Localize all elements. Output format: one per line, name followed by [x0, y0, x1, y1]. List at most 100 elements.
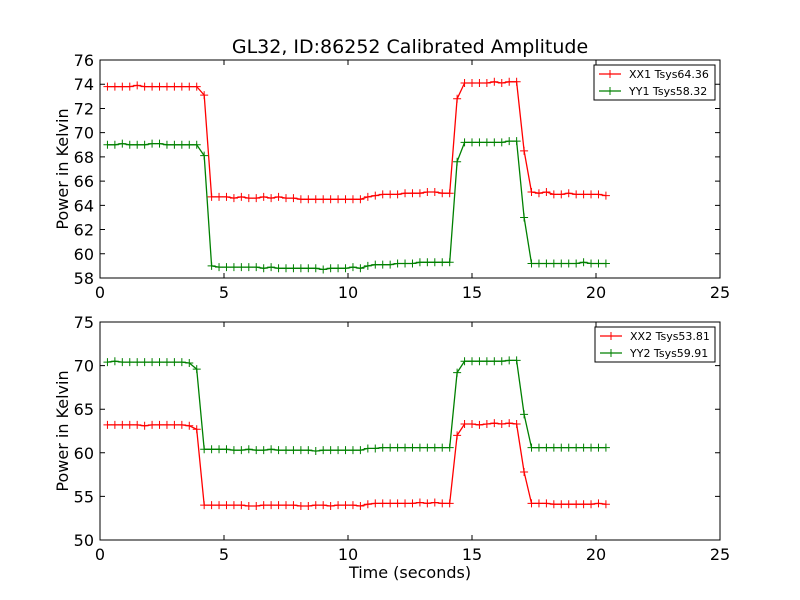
- data-point: [215, 501, 224, 510]
- x-tick-label: 5: [219, 283, 229, 302]
- data-point: [215, 192, 224, 201]
- data-point: [497, 357, 506, 366]
- data-point: [423, 258, 432, 267]
- data-point: [572, 259, 581, 268]
- data-point: [579, 258, 588, 267]
- data-point: [438, 258, 447, 267]
- series-2: [103, 356, 610, 456]
- legend-marker: [607, 332, 615, 340]
- data-point: [482, 420, 491, 429]
- data-point: [594, 499, 603, 508]
- data-point: [125, 140, 134, 149]
- data-point: [282, 264, 290, 273]
- series-1: [103, 77, 610, 204]
- data-point: [118, 420, 127, 429]
- data-point: [326, 195, 335, 204]
- data-point: [482, 79, 491, 88]
- data-point: [296, 264, 305, 273]
- data-point: [587, 443, 596, 452]
- data-point: [594, 190, 603, 199]
- data-point: [170, 420, 179, 429]
- legend-label: YY1 Tsys58.32: [628, 85, 707, 98]
- data-point: [207, 261, 216, 270]
- data-point: [259, 501, 268, 510]
- data-point: [497, 138, 506, 147]
- data-point: [170, 358, 179, 367]
- legend-marker: [606, 70, 614, 78]
- data-point: [557, 190, 566, 199]
- data-point: [549, 190, 558, 199]
- data-point: [155, 139, 164, 148]
- data-point: [215, 445, 224, 454]
- data-point: [289, 264, 298, 273]
- x-tick-label: 0: [95, 545, 105, 564]
- data-point: [505, 419, 514, 428]
- y-tick-label: 65: [74, 400, 94, 419]
- data-point: [207, 192, 216, 201]
- data-point: [110, 140, 119, 149]
- y-tick-label: 72: [74, 99, 94, 118]
- data-point: [274, 192, 283, 201]
- y-tick-label: 62: [74, 221, 94, 240]
- legend-label: XX1 Tsys64.36: [629, 68, 709, 81]
- data-point: [133, 420, 142, 429]
- data-point: [177, 420, 186, 429]
- plot-frame: [99, 321, 721, 541]
- data-point: [155, 420, 164, 429]
- data-point: [192, 425, 201, 434]
- data-point: [386, 443, 395, 452]
- y-tick-label: 75: [74, 313, 94, 332]
- data-point: [520, 410, 529, 419]
- data-point: [557, 500, 566, 509]
- legend-frame: [594, 326, 716, 363]
- data-point: [185, 421, 194, 430]
- data-point: [601, 443, 610, 452]
- data-point: [468, 138, 476, 147]
- data-point: [468, 79, 476, 88]
- y-tick-label: 70: [74, 124, 94, 143]
- data-point: [579, 190, 588, 199]
- data-point: [505, 356, 514, 365]
- data-point: [497, 420, 506, 429]
- y-tick-label: 68: [74, 148, 94, 167]
- data-point: [430, 188, 439, 197]
- data-point: [334, 446, 343, 455]
- data-point: [110, 357, 119, 366]
- data-point: [334, 195, 343, 204]
- data-point: [564, 259, 573, 268]
- data-point: [557, 259, 566, 268]
- data-point: [267, 445, 276, 454]
- data-point: [222, 445, 231, 454]
- data-point: [326, 501, 335, 510]
- data-point: [371, 444, 380, 453]
- data-point: [200, 445, 209, 454]
- data-point: [415, 498, 424, 507]
- data-point: [386, 260, 395, 269]
- data-point: [468, 420, 476, 429]
- data-point: [319, 501, 328, 510]
- data-point: [415, 443, 424, 452]
- data-point: [237, 263, 246, 272]
- data-point: [244, 445, 253, 454]
- data-point: [587, 259, 596, 268]
- data-point: [393, 190, 402, 199]
- data-point: [148, 420, 157, 429]
- legend-item: YY1 Tsys58.32: [599, 85, 707, 98]
- data-point: [534, 443, 543, 452]
- data-point: [311, 264, 320, 273]
- data-point: [579, 500, 588, 509]
- data-point: [229, 263, 238, 272]
- data-point: [534, 189, 543, 198]
- data-point: [267, 194, 276, 203]
- data-point: [200, 151, 209, 160]
- data-point: [177, 358, 186, 367]
- legend-item: YY2 Tsys59.91: [600, 347, 708, 360]
- data-point: [423, 188, 432, 197]
- data-point: [445, 499, 454, 508]
- x-tick-label: 5: [219, 545, 229, 564]
- x-axis-label: Time (seconds): [348, 563, 471, 582]
- data-point: [572, 190, 581, 199]
- data-point: [348, 446, 357, 455]
- data-point: [542, 499, 551, 508]
- data-point: [148, 82, 157, 91]
